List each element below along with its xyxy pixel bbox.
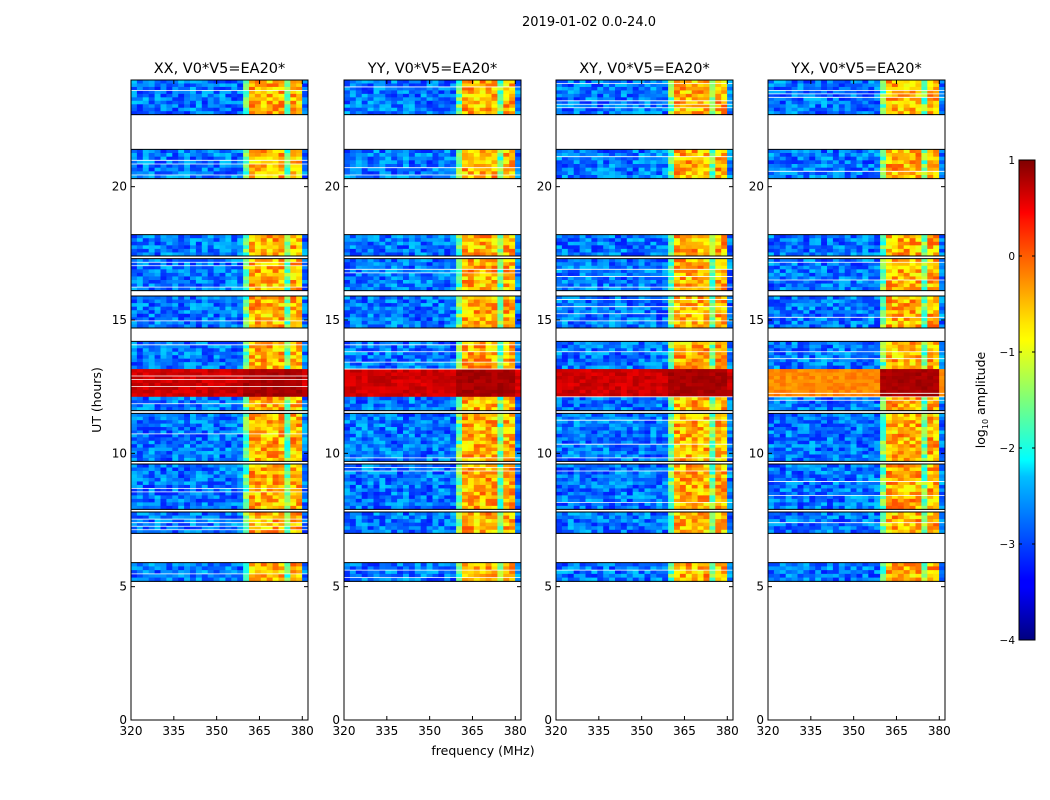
y-tick-label: 20 [537,180,552,194]
y-tick-label: 20 [112,180,127,194]
colorbar-gradient [1018,159,1036,641]
y-tick-label: 10 [749,446,764,460]
y-tick-label: 10 [325,446,340,460]
y-tick-label: 5 [544,580,552,594]
y-tick-label: 20 [749,180,764,194]
x-tick-label: 365 [673,724,696,738]
y-axis-label: UT (hours) [89,367,104,433]
y-tick-label: 5 [756,580,764,594]
panels: XX, V0*V5=EA20*320 335 350 365 38005101520YY… [112,61,951,738]
panel-4: YX, V0*V5=EA20* 320 335 350 365 380 0 5 10 15 20 [749,61,951,738]
x-tick-label: 320 [757,724,780,738]
x-tick-label: 380 [716,724,739,738]
x-tick-label: 350 [842,724,865,738]
y-tick-label: 15 [112,313,127,327]
colorbar-label-suffix: amplitude [973,351,988,418]
y-tick-label: 15 [749,313,764,327]
colorbar-tick-label: 0 [1008,251,1015,263]
panel-2-frame [343,79,522,721]
y-tick-label: 0 [119,713,127,727]
panel-2-title: YY, V0*V5=EA20* [367,61,497,77]
colorbar-label-base: 10 [981,419,990,429]
panel-2-image [344,80,521,582]
y-tick-label: 5 [119,580,127,594]
panel-1-image [131,80,308,582]
x-tick-label: 335 [375,724,398,738]
panel-2: YY, V0*V5=EA20* 320 335 350 365 380 0 5 10 15 20 [325,61,527,738]
x-axis-label: frequency (MHz) [431,743,534,758]
x-tick-label: 365 [461,724,484,738]
x-tick-label: 320 [545,724,568,738]
x-tick-label: 350 [205,724,228,738]
x-tick-label: 320 [333,724,356,738]
x-tick-label: 350 [630,724,653,738]
panel-4-image [768,80,945,582]
figure-title: 2019-01-02 0.0-24.0 [522,15,656,30]
x-tick-label: 365 [885,724,908,738]
panel-4-frame [767,79,946,721]
colorbar-label-log: log [973,429,988,448]
colorbar-tick-label: −3 [1000,539,1015,551]
colorbar-tick-label: −2 [1000,443,1015,455]
y-tick-label: 10 [537,446,552,460]
y-tick-label: 15 [537,313,552,327]
panel-3-title: XY, V0*V5=EA20* [579,61,709,77]
y-tick-label: 15 [325,313,340,327]
y-tick-label: 0 [756,713,764,727]
colorbar-tick-label: −1 [1000,347,1015,359]
x-tick-label: 335 [799,724,822,738]
x-tick-label: 320 [120,724,143,738]
panel-1: XX, V0*V5=EA20* 320 335 350 365 380 0 5 10 15 20 [112,61,314,738]
x-tick-label: 335 [162,724,185,738]
x-tick-label: 380 [504,724,527,738]
colorbar-tick-label: −4 [1000,635,1016,647]
panel-3: XY, V0*V5=EA20* 320 335 350 365 380 0 5 10 15 20 [537,61,739,738]
panel-1-title: XX, V0*V5=EA20* [154,61,286,77]
panel-1-frame [130,79,309,721]
colorbar-tick-label: 1 [1008,155,1015,167]
y-tick-label: 20 [325,180,340,194]
panel-4-title: YX, V0*V5=EA20* [790,61,921,77]
x-tick-label: 365 [248,724,271,738]
x-tick-label: 350 [418,724,441,738]
y-tick-label: 10 [112,446,127,460]
x-tick-label: 380 [928,724,951,738]
panel-3-image [556,80,733,582]
colorbar-ticks: 1 0 −1 −2 −3 −4 [1000,155,1035,647]
y-tick-label: 0 [544,713,552,727]
y-tick-label: 5 [332,580,340,594]
colorbar-label: log10 amplitude [973,351,990,448]
x-tick-label: 380 [291,724,314,738]
panel-3-frame [555,79,734,721]
colorbar: 10−1−2−3−4 log10 amplitude [973,155,1036,647]
y-tick-label: 0 [332,713,340,727]
x-tick-label: 335 [587,724,610,738]
